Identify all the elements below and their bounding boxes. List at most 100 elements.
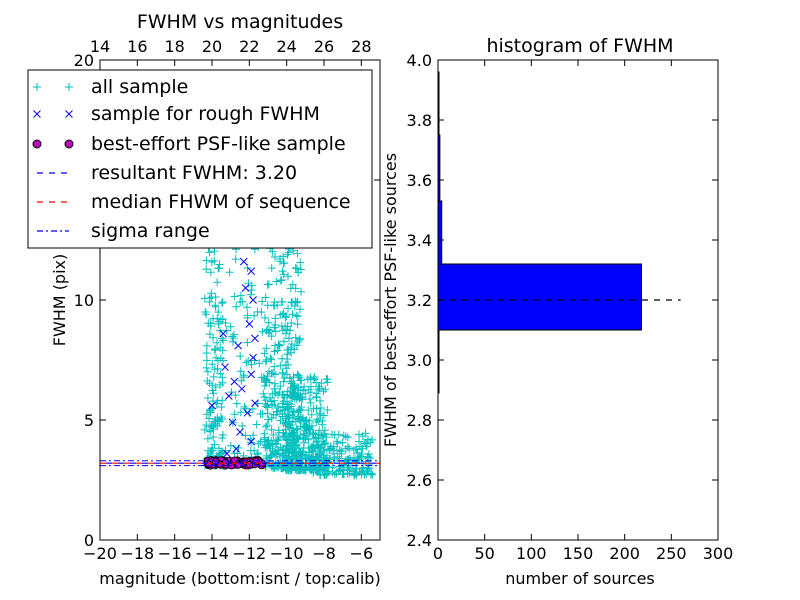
all-sample-point [297,402,306,411]
all-sample-point [287,400,296,409]
all-sample-point [301,455,310,464]
all-sample-point [253,307,262,316]
all-sample-point [280,259,289,268]
histogram-bar [437,263,642,331]
all-sample-point [267,264,276,273]
rough-fwhm-point [247,267,256,276]
all-sample-point [339,431,348,440]
all-sample-point [279,377,288,386]
all-sample-point [205,414,214,423]
all-sample-point [312,393,321,402]
all-sample-point [316,410,325,419]
y-tick-label: 2.4 [407,531,432,550]
all-sample-point [271,314,280,323]
all-sample-point [219,356,228,365]
all-sample-point [238,421,247,430]
y-tick-label: 3.8 [407,111,432,130]
legend-circle-marker [64,139,74,149]
all-sample-point [203,434,212,443]
all-sample-point [318,420,327,429]
all-sample-point [211,302,220,311]
right-y-axis-label: FWHM of best-effort PSF-like sources [381,153,400,447]
all-sample-point [325,445,334,454]
all-sample-point [271,327,280,336]
legend-entry-sigma-range: sigma range [37,220,210,242]
all-sample-point [242,358,251,367]
all-sample-point [264,318,273,327]
all-sample-point [205,422,214,431]
all-sample-point [290,345,299,354]
all-sample-point [320,439,329,448]
all-sample-point [289,381,298,390]
all-sample-point [218,430,227,439]
all-sample-point [285,411,294,420]
all-sample-point [228,332,237,341]
all-sample-point [231,255,240,264]
all-sample-point [321,470,330,479]
all-sample-point [341,432,350,441]
all-sample-point [358,432,367,441]
all-sample-point [247,286,256,295]
all-sample-point [217,299,226,308]
all-sample-point [202,341,211,350]
all-sample-point [290,431,299,440]
right-axis-ticks: 0 50 100 150 200 250 300 2.4 2.6 2.8 3.0 3.2 3.4 3.6 3… [407,51,734,563]
all-sample-point [261,422,270,431]
y-tick-label: 4.0 [407,51,432,70]
x-tick-label: −12 [232,544,266,563]
all-sample-point [236,298,245,307]
all-sample-point [283,436,292,445]
all-sample-point [226,322,235,331]
all-sample-point [281,420,290,429]
top-x-tick-label: 18 [164,37,184,56]
all-sample-point [296,258,305,267]
all-sample-point [216,413,225,422]
all-sample-point [291,263,300,272]
all-sample-point [214,319,223,328]
all-sample-point [216,354,225,363]
all-sample-point [202,265,211,274]
all-sample-point [314,385,323,394]
all-sample-point [366,470,375,479]
all-sample-point [319,387,328,396]
all-sample-point [236,291,245,300]
all-sample-point [228,337,237,346]
y-tick-label: 3.0 [407,351,432,370]
all-sample-point [252,420,261,429]
all-sample-point [312,389,321,398]
left-data-marks [100,215,380,480]
all-sample-point [289,453,298,462]
all-sample-point [317,453,326,462]
all-sample-point [309,468,318,477]
fwhm-histogram-chart: 0 50 100 150 200 250 300 2.4 2.6 2.8 3.0 3.2 3.4 3.6 3… [381,35,733,588]
legend-entry-all-sample: all sample [33,76,188,98]
all-sample-point [332,437,341,446]
x-tick-label: −18 [120,544,154,563]
all-sample-point [280,393,289,402]
all-sample-point [350,471,359,480]
all-sample-point [272,277,281,286]
top-x-tick-label: 24 [276,37,296,56]
all-sample-point [316,431,325,440]
all-sample-point [261,396,270,405]
all-sample-point [209,421,218,430]
all-sample-point [321,438,330,447]
all-sample-point [263,280,272,289]
all-sample-point [282,364,291,373]
legend-label: all sample [91,76,188,98]
all-sample-point [266,452,275,461]
all-sample-point [335,454,344,463]
all-sample-point [305,395,314,404]
all-sample-point [242,303,251,312]
legend-entry-resultant-fwhm: resultant FWHM: 3.20 [37,162,297,184]
all-sample-point [343,442,352,451]
all-sample-point [312,455,321,464]
all-sample-point [217,334,226,343]
all-sample-point [273,436,282,445]
all-sample-point [267,332,276,341]
y-tick-label: 2.6 [407,471,432,490]
all-sample-point [286,343,295,352]
all-sample-point [271,450,280,459]
rough-fwhm-point [251,399,259,408]
all-sample-point [218,346,227,355]
